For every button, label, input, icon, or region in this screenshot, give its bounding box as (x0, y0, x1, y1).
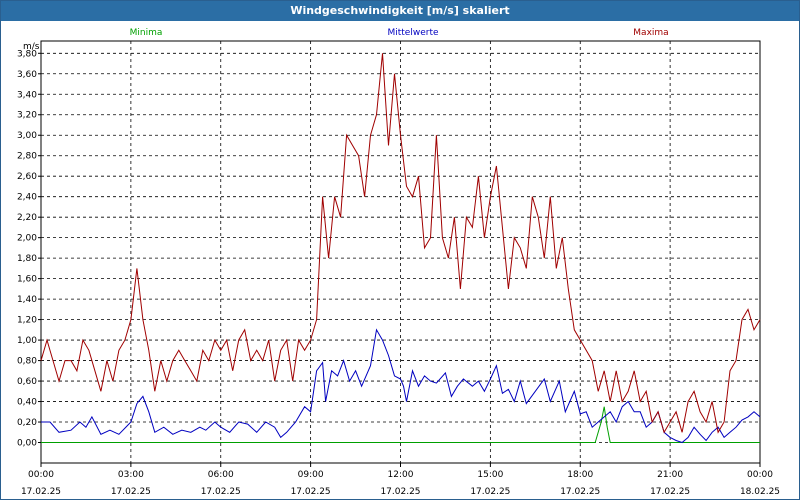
y-tick-label: 0,80 (17, 357, 37, 367)
y-tick-label: 3,80 (17, 49, 37, 59)
x-tick-time: 09:00 (298, 470, 324, 480)
x-tick-date: 17.02.25 (560, 487, 600, 497)
y-tick-label: 1,00 (17, 336, 37, 346)
y-tick-label: 0,20 (17, 418, 37, 428)
y-tick-label: 1,80 (17, 254, 37, 264)
x-tick-date: 17.02.25 (21, 487, 61, 497)
x-tick-time: 18:00 (567, 470, 593, 480)
x-axis-ticks: 00:00 17.02.25 03:00 17.02.25 06:00 17.02.25 0… (21, 463, 780, 497)
legend-mittelwerte: Mittelwerte (387, 28, 438, 38)
series-maxima-line (40, 53, 761, 434)
x-tick-time: 21:00 (657, 470, 683, 480)
y-tick-label: 3,00 (17, 131, 37, 141)
x-tick-time: 12:00 (388, 470, 414, 480)
y-tick-label: 2,40 (17, 193, 37, 203)
x-tick-time: 00:00 (28, 470, 54, 480)
chart-title: Windgeschwindigkeit [m/s] skaliert (1, 1, 799, 21)
y-tick-label: 0,40 (17, 398, 37, 408)
y-tick-label: 1,20 (17, 316, 37, 326)
x-tick-date: 17.02.25 (380, 487, 420, 497)
y-tick-label: 2,20 (17, 213, 37, 223)
y-axis-label: m/s (23, 42, 40, 52)
x-tick-time: 00:00 (747, 470, 773, 480)
legend-maxima: Maxima (633, 28, 668, 38)
y-tick-label: 2,60 (17, 172, 37, 182)
y-tick-label: 3,20 (17, 111, 37, 121)
x-tick-date: 17.02.25 (111, 487, 151, 497)
legend-minima: Minima (130, 28, 163, 38)
series-lines (40, 53, 761, 444)
x-tick-time: 15:00 (477, 470, 503, 480)
x-tick-date: 18.02.25 (740, 487, 780, 497)
x-tick-date: 17.02.25 (201, 487, 241, 497)
y-tick-label: 2,00 (17, 234, 37, 244)
y-tick-label: 0,00 (17, 439, 37, 449)
y-tick-label: 0,60 (17, 377, 37, 387)
x-tick-date: 17.02.25 (470, 487, 510, 497)
x-tick-time: 06:00 (208, 470, 234, 480)
x-tick-time: 03:00 (118, 470, 144, 480)
vertical-gridlines (130, 41, 671, 463)
y-tick-label: 2,80 (17, 152, 37, 162)
y-tick-label: 3,40 (17, 90, 37, 100)
y-tick-label: 3,60 (17, 70, 37, 80)
y-tick-label: 1,60 (17, 275, 37, 285)
y-tick-label: 1,40 (17, 295, 37, 305)
x-tick-date: 17.02.25 (291, 487, 331, 497)
x-tick-date: 17.02.25 (650, 487, 690, 497)
y-axis-ticks: 3,80 3,60 3,40 3,20 3,00 2,80 2,60 2,40 2,20 2,00… (17, 49, 41, 449)
series-minima-line (41, 406, 760, 443)
